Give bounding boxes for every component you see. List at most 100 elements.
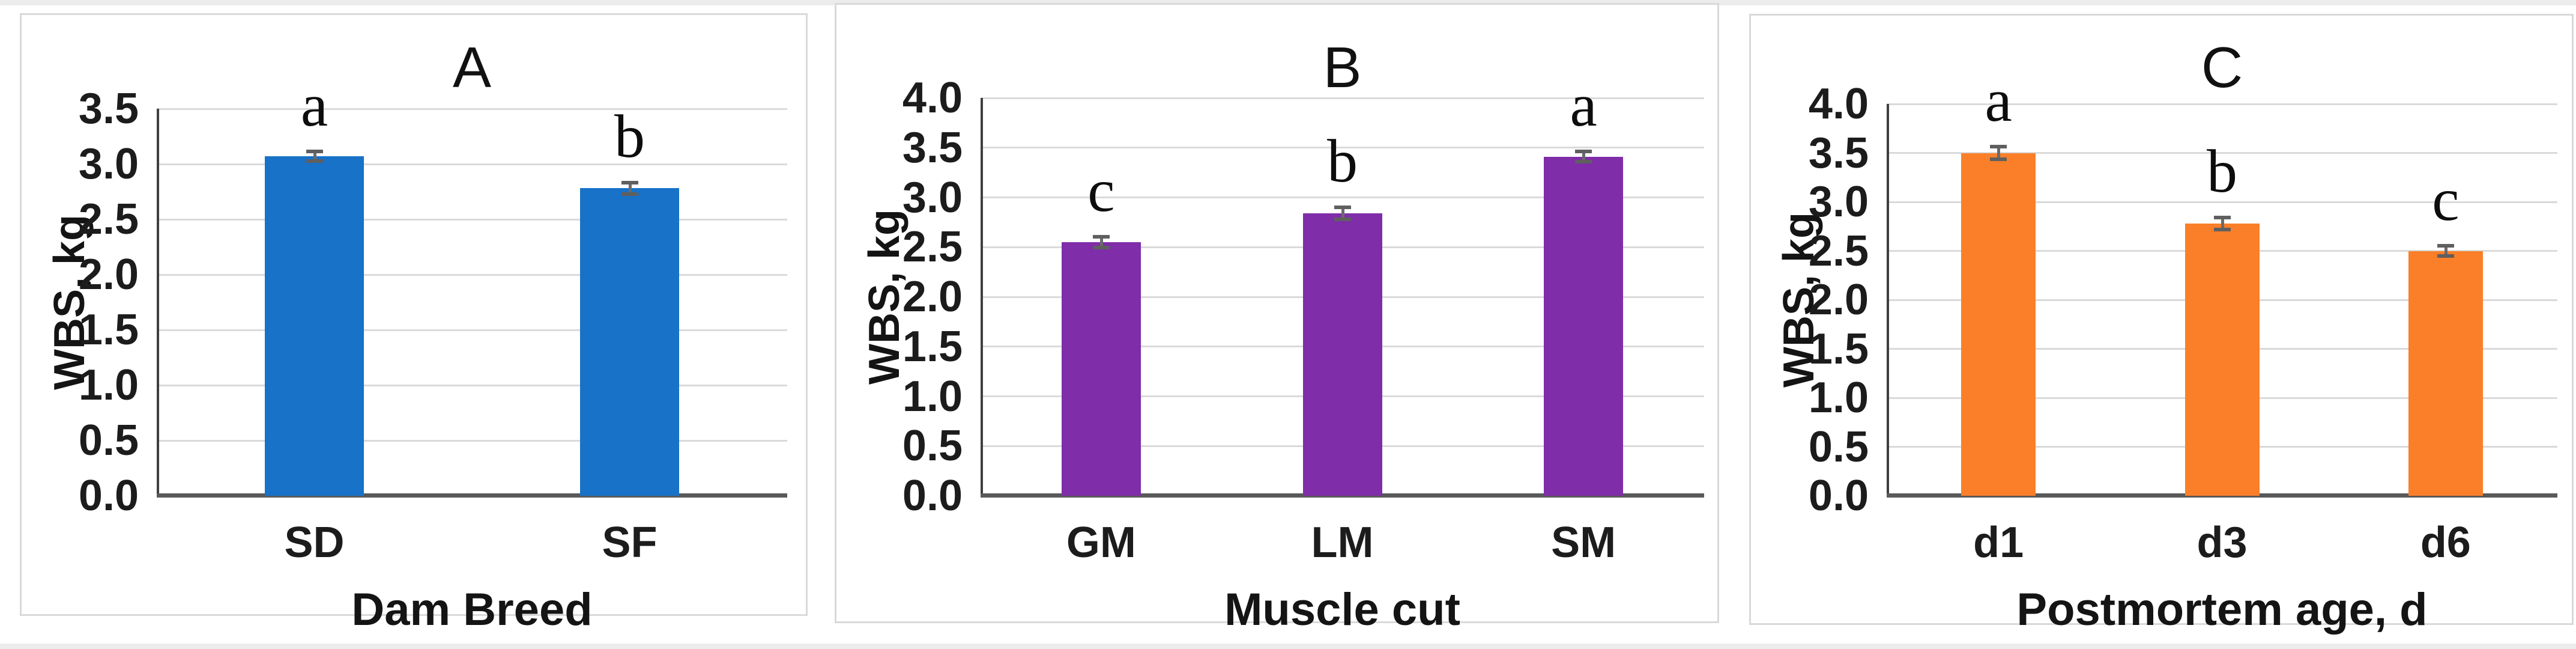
error-bar-stem: [1099, 235, 1103, 249]
bar-LM: [1302, 213, 1382, 496]
error-bar-stem: [313, 150, 316, 163]
significance-letter: a: [300, 72, 328, 140]
y-tick-label: 3.0: [78, 140, 139, 188]
gridline: [157, 384, 787, 386]
error-bar: [1334, 205, 1351, 222]
significance-letter: b: [614, 102, 645, 171]
chart-title: B: [1323, 35, 1362, 100]
plot-area: 0.0 0.5 1.0 1.5 2.0 2.5 3.0 3.5 a SD b SF Dam Breed: [79, 75, 787, 633]
gridline: [981, 97, 1704, 99]
significance-letter: c: [1087, 157, 1115, 225]
error-bar-cap-bottom: [2437, 254, 2454, 258]
gridline: [1887, 152, 2557, 154]
y-axis-line: [157, 109, 159, 496]
y-axis-line: [1887, 104, 1889, 496]
error-bar-stem: [2444, 244, 2448, 258]
gridline: [157, 329, 787, 331]
gridline: [981, 197, 1704, 198]
y-tick-label: 1.0: [78, 361, 139, 409]
x-tick-label: GM: [1066, 519, 1136, 567]
y-tick-label: 2.5: [1808, 227, 1869, 275]
significance-letter: a: [1985, 67, 2012, 135]
y-tick-label: 0.0: [1808, 472, 1869, 520]
error-bar-stem: [2221, 215, 2224, 231]
x-tick-label: d1: [1973, 519, 2024, 567]
error-bar-cap-bottom: [2213, 227, 2231, 231]
y-tick-label: 3.0: [1808, 178, 1869, 226]
error-bar: [2437, 244, 2454, 258]
y-tick-label: 0.0: [78, 472, 139, 520]
y-tick-label: 4.0: [902, 74, 963, 122]
y-axis-title: WBS, kg: [860, 209, 909, 385]
y-tick-label: 3.5: [78, 85, 139, 133]
error-bar: [621, 180, 638, 197]
figure-top-edge: [0, 0, 2576, 5]
gridline: [157, 108, 787, 110]
plot-area: 0.0 0.5 1.0 1.5 2.0 2.5 3.0 3.5 4.0 c GM b LM a SM Musc…: [903, 75, 1704, 633]
chart-title: C: [2201, 35, 2243, 100]
error-bar: [1990, 145, 2007, 161]
y-tick-label: 3.0: [902, 173, 963, 222]
bar-SF: [580, 188, 679, 496]
y-tick-label: 1.0: [902, 372, 963, 421]
error-bar-cap-top: [2437, 244, 2454, 248]
x-tick-label: SF: [602, 519, 658, 567]
error-bar-cap-top: [1575, 150, 1592, 154]
gridline: [981, 147, 1704, 149]
y-tick-label: 2.5: [902, 223, 963, 272]
significance-letter: c: [2432, 166, 2460, 234]
error-bar-stem: [1341, 205, 1344, 222]
significance-letter: a: [1570, 72, 1597, 140]
significance-letter: b: [1327, 127, 1358, 195]
chart-panel-b: B WBS, kg 0.0 0.5 1.0 1.5 2.0 2.5 3.0 3.5 4.0 c GM b L…: [835, 3, 1719, 633]
bar-GM: [1061, 242, 1141, 496]
error-bar: [1575, 150, 1592, 164]
y-tick-label: 3.5: [1808, 129, 1869, 177]
y-tick-label: 4.0: [1808, 80, 1869, 128]
gridline: [157, 163, 787, 165]
y-tick-label: 0.5: [902, 422, 963, 471]
y-tick-label: 2.0: [1808, 276, 1869, 324]
x-axis-title: Muscle cut: [1224, 584, 1460, 635]
error-bar-cap-bottom: [621, 192, 638, 197]
y-tick-label: 0.0: [902, 472, 963, 520]
error-bar-stem: [628, 180, 632, 197]
gridline: [157, 273, 787, 276]
error-bar-cap-bottom: [1334, 218, 1351, 222]
bar-d3: [2184, 223, 2260, 496]
bar-d6: [2408, 251, 2483, 496]
x-tick-label: SD: [284, 519, 345, 567]
chart-title: A: [452, 35, 492, 100]
plot-area: 0.0 0.5 1.0 1.5 2.0 2.5 3.0 3.5 4.0 a d1 b d3 c d6 Post…: [1809, 70, 2557, 633]
y-tick-label: 2.0: [902, 273, 963, 321]
x-tick-label: d6: [2420, 519, 2471, 567]
y-tick-label: 0.5: [78, 416, 139, 465]
error-bar: [2213, 215, 2231, 231]
bar-d1: [1961, 153, 2036, 496]
x-axis-title: Dam Breed: [351, 584, 593, 635]
error-bar-cap-bottom: [1990, 157, 2007, 161]
gridline: [1887, 103, 2557, 105]
bar-SD: [265, 156, 364, 496]
error-bar-cap-bottom: [1575, 160, 1592, 164]
error-bar: [306, 150, 323, 163]
x-axis-title: Postmortem age, d: [2016, 584, 2428, 635]
error-bar-cap-bottom: [306, 159, 323, 163]
gridline: [157, 439, 787, 442]
error-bar-cap-top: [306, 150, 323, 154]
y-tick-label: 3.5: [902, 123, 963, 172]
error-bar-cap-top: [1334, 205, 1351, 209]
error-bar-stem: [1582, 150, 1586, 164]
gridline: [1887, 201, 2557, 203]
figure-bottom-edge: [0, 644, 2576, 649]
y-tick-label: 1.5: [78, 306, 139, 354]
x-tick-label: d3: [2197, 519, 2248, 567]
y-tick-label: 2.0: [78, 251, 139, 299]
error-bar-cap-top: [621, 180, 638, 184]
error-bar-cap-top: [1990, 145, 2007, 149]
error-bar-stem: [1997, 145, 2001, 161]
y-tick-label: 1.5: [1808, 324, 1869, 373]
y-axis-line: [981, 98, 983, 496]
error-bar-cap-top: [1092, 235, 1110, 239]
